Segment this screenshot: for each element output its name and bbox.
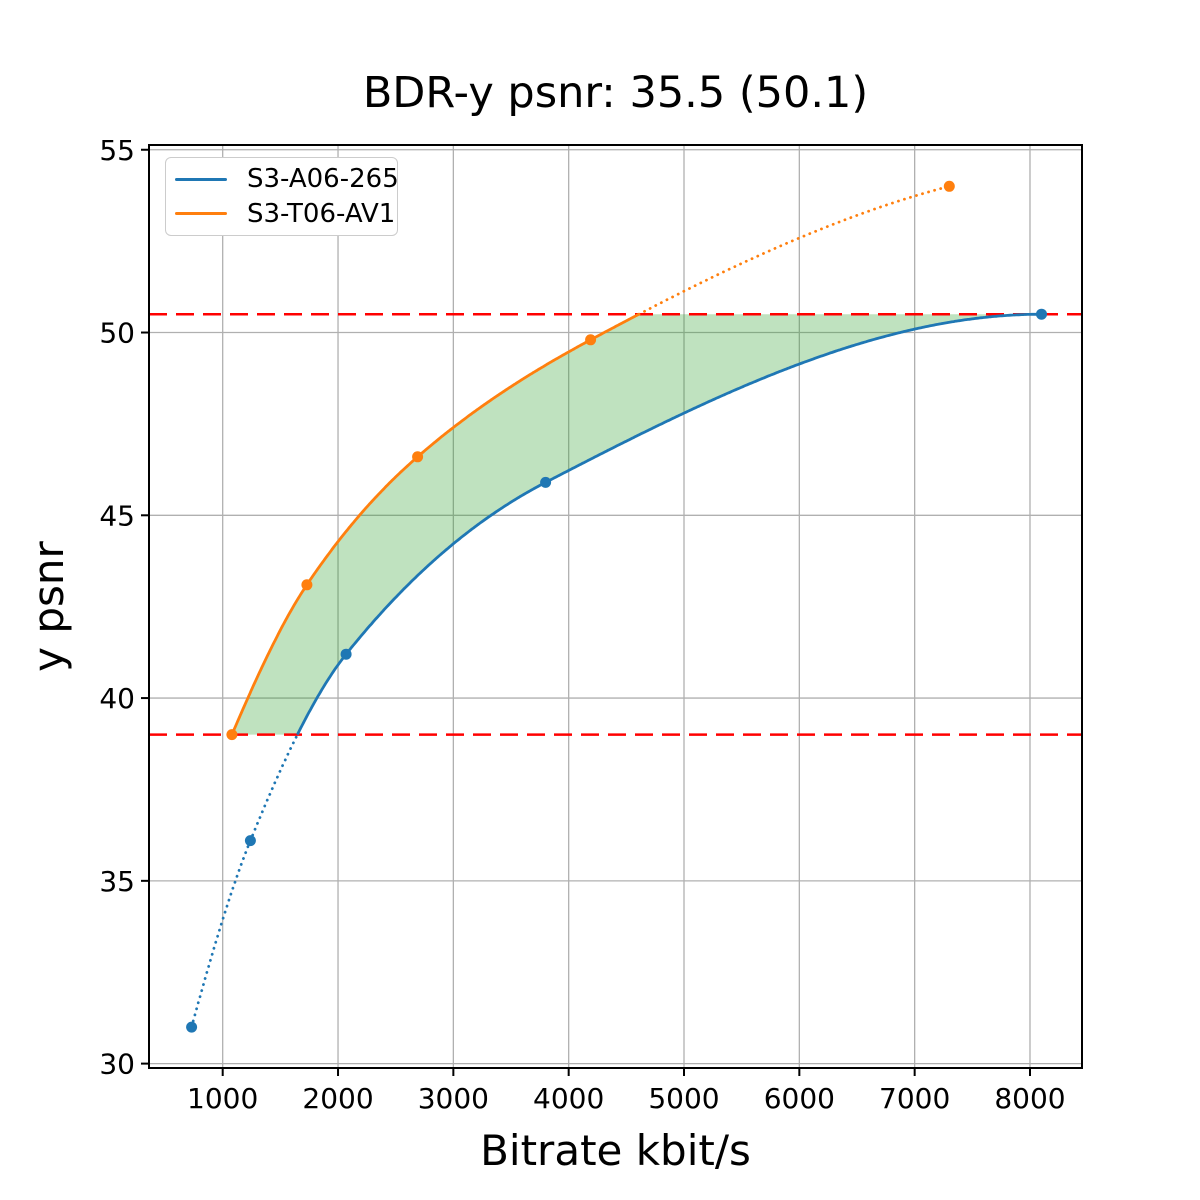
x-tick-label-5000: 5000 [648,1082,719,1115]
legend-item: S3-T06-AV1 [175,201,397,227]
data-point-markers-s3-t06-av1 [226,180,955,741]
x-tick-label-2000: 2000 [302,1082,373,1115]
data-point-markers-s3-a06-265 [186,308,1047,1033]
data-point-marker [226,729,238,741]
y-tick-label-50: 50 [99,317,135,350]
axes-frame [148,144,1083,1069]
legend-line-sample-s3-t06-av1 [175,212,227,216]
bd-overlap-fill-region [231,314,1042,735]
legend-item: S3-A06-265 [175,164,399,195]
data-point-marker [340,648,352,660]
tick-marks [141,148,1031,1076]
legend-label: S3-A06-265 [247,164,399,195]
legend-label: S3-T06-AV1 [247,198,396,229]
data-point-marker [1036,308,1047,320]
data-point-marker [943,180,955,192]
x-tick-label-6000: 6000 [764,1082,835,1115]
y-tick-label-35: 35 [99,865,135,898]
x-axis-label: Bitrate kbit/s [480,1126,751,1175]
x-tick-label-3000: 3000 [418,1082,489,1115]
data-point-marker [540,476,552,488]
x-tick-label-8000: 8000 [994,1082,1065,1115]
chart-title: BDR-y psnr: 35.5 (50.1) [362,68,869,118]
y-tick-label-45: 45 [99,499,135,532]
legend-line-sample-s3-a06-265 [175,177,227,181]
data-point-marker [585,334,597,346]
data-point-marker [412,451,424,463]
data-point-marker [186,1021,198,1033]
x-tick-label-7000: 7000 [879,1082,950,1115]
series-line-s3-a06-265 [296,312,1042,736]
y-axis-label: y psnr [23,541,73,672]
series-line-s3-t06-av1 [230,312,640,736]
y-tick-label-40: 40 [99,682,135,715]
y-tick-label-55: 55 [99,134,135,167]
y-tick-label-30: 30 [99,1048,135,1081]
reference-lines [149,312,1082,736]
data-point-marker [244,835,256,847]
series-line-dotted-s3-t06-av1 [637,184,951,316]
tick-labels: 1000 2000 3000 4000 5000 6000 7000 8000 30 35 40 45… [99,134,1065,1115]
y-axis-label-box: y psnr [0,145,96,1068]
x-tick-label-4000: 4000 [533,1082,604,1115]
legend: S3-A06-265 S3-T06-AV1 [165,157,399,236]
series-line-dotted-s3-a06-265 [190,733,299,1029]
data-point-marker [301,579,313,591]
x-tick-label-1000: 1000 [187,1082,258,1115]
grid-lines [149,145,1082,1068]
